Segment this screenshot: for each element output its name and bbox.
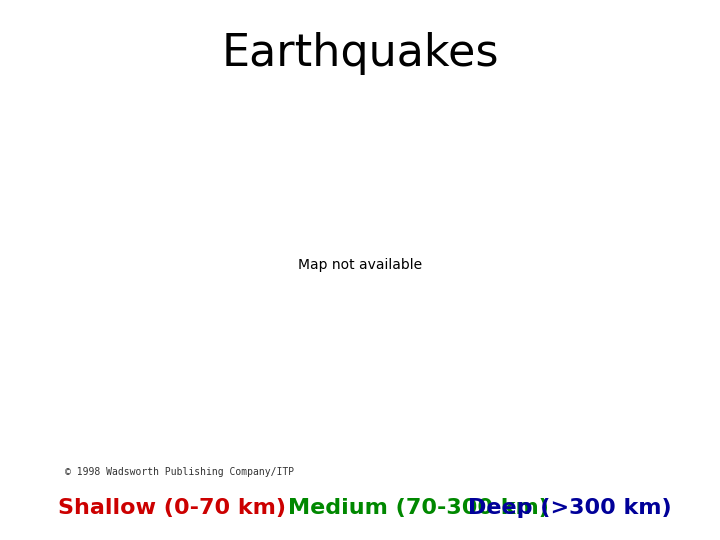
Text: Earthquakes: Earthquakes	[221, 32, 499, 76]
Text: Shallow (0-70 km): Shallow (0-70 km)	[58, 497, 286, 518]
Text: Deep (>300 km): Deep (>300 km)	[468, 497, 672, 518]
Text: Map not available: Map not available	[298, 258, 422, 272]
Text: © 1998 Wadsworth Publishing Company/ITP: © 1998 Wadsworth Publishing Company/ITP	[65, 467, 294, 477]
Text: Medium (70-300 km): Medium (70-300 km)	[288, 497, 549, 518]
